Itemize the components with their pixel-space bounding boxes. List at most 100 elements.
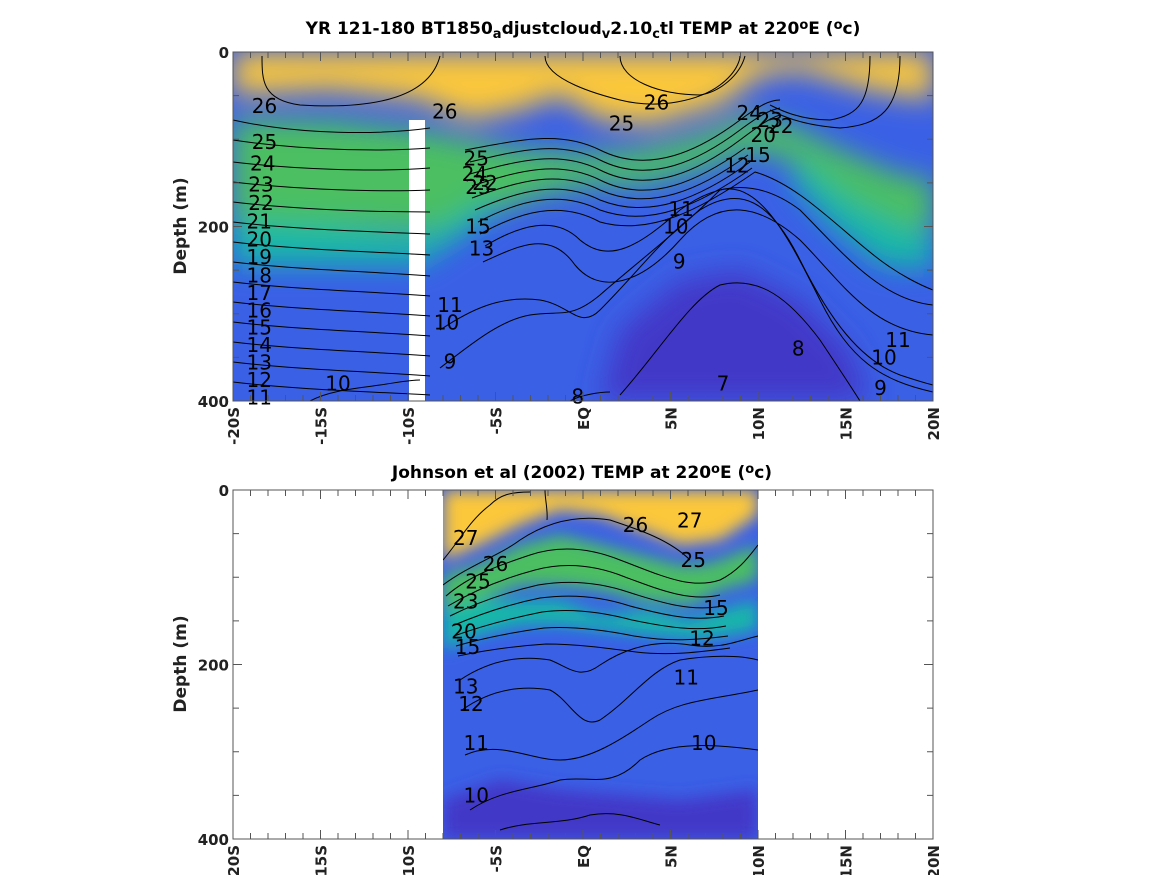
contour-label: 25 xyxy=(465,570,490,594)
x-tick-label: EQ xyxy=(575,845,593,868)
temperature-field xyxy=(233,52,933,401)
contour-label: 15 xyxy=(703,596,728,620)
contour-label: 11 xyxy=(885,328,910,352)
contour-label: 19 xyxy=(247,245,272,269)
x-tick-label: 10N xyxy=(750,407,768,440)
y-tick-labels: 0 200 400 xyxy=(198,44,229,411)
x-tick-label: -10S xyxy=(400,845,418,875)
contour-label: 26 xyxy=(644,91,669,115)
contour-label: 15 xyxy=(455,635,480,659)
y-tick-label: 200 xyxy=(198,657,229,675)
y-axis-label: Depth (m) xyxy=(171,177,191,274)
contour-label: 13 xyxy=(247,351,272,375)
chart-title: YR 121-180 BT1850adjustcloudv2.10ctl TEM… xyxy=(305,18,861,41)
contour-label: 15 xyxy=(465,215,490,239)
contour-label: 23 xyxy=(453,590,478,614)
y-tick-labels: 0 200 400 xyxy=(198,482,229,849)
contour-label: 10 xyxy=(464,783,489,807)
contour-label: 7 xyxy=(717,372,730,396)
contour-label: 21 xyxy=(247,209,272,233)
contour-label: 25 xyxy=(464,146,489,170)
contour-label: 27 xyxy=(677,509,702,533)
contour-label: 25 xyxy=(252,130,277,154)
contour-lines xyxy=(443,490,758,831)
contour-label: 9 xyxy=(673,249,686,273)
x-tick-label: -10S xyxy=(400,407,418,445)
contour-label: 26 xyxy=(432,99,457,123)
contour-label: 12 xyxy=(458,692,483,716)
x-tick-label: 15N xyxy=(838,845,856,875)
contour-label: 12 xyxy=(247,368,272,392)
contour-labels: 2625242322212019181716151413121110262524… xyxy=(247,91,911,410)
contour-label: 16 xyxy=(247,298,272,322)
x-tick-label: 5N xyxy=(663,407,681,430)
contour-label: 23 xyxy=(758,108,783,132)
contour-label: 10 xyxy=(691,731,716,755)
x-tick-label: 10N xyxy=(750,845,768,875)
x-tick-label: -15S xyxy=(313,845,331,875)
x-tick-label: -20S xyxy=(225,845,243,875)
axis-ticks xyxy=(232,51,934,402)
y-tick-label: 200 xyxy=(198,219,229,237)
contour-label: 20 xyxy=(751,123,776,147)
contour-label: 8 xyxy=(571,385,584,409)
contour-label: 10 xyxy=(434,310,459,334)
contour-label: 9 xyxy=(444,350,457,374)
contour-label: 18 xyxy=(247,263,272,287)
contour-label: 26 xyxy=(252,94,277,118)
contour-label: 24 xyxy=(737,101,762,125)
contour-label: 11 xyxy=(668,197,693,221)
contour-label: 22 xyxy=(768,114,793,138)
contour-label: 20 xyxy=(247,228,272,252)
y-axis-label: Depth (m) xyxy=(171,615,191,712)
y-tick-label: 400 xyxy=(198,831,229,849)
contour-label: 24 xyxy=(462,162,487,186)
x-tick-label: 20N xyxy=(925,407,943,440)
observed-temperature-panel: Johnson et al (2002) TEMP at 220oE (oc) xyxy=(171,462,943,875)
contour-label: 24 xyxy=(250,152,275,176)
contour-label: 11 xyxy=(464,731,489,755)
x-tick-label: 15N xyxy=(838,407,856,440)
contour-label: 13 xyxy=(469,236,494,260)
contour-lines xyxy=(233,55,933,401)
x-tick-labels: -20S -15S -10S -5S EQ 5N 10N 15N 20N xyxy=(225,407,943,445)
y-tick-label: 0 xyxy=(219,44,229,62)
x-tick-label: -20S xyxy=(225,407,243,445)
contour-label: 15 xyxy=(247,316,272,340)
contour-label: 23 xyxy=(248,173,273,197)
x-tick-label: EQ xyxy=(575,407,593,430)
contour-label: 23 xyxy=(465,175,490,199)
contour-label: 10 xyxy=(871,345,896,369)
contour-label: 10 xyxy=(663,215,688,239)
temperature-field xyxy=(443,490,758,839)
x-tick-labels: -20S -15S -10S -5S EQ 5N 10N 15N 20N xyxy=(225,845,943,875)
axis-ticks xyxy=(232,489,934,840)
x-tick-label: 5N xyxy=(663,845,681,868)
model-temperature-panel: YR 121-180 BT1850adjustcloudv2.10ctl TEM… xyxy=(171,18,943,444)
contour-label: 11 xyxy=(674,666,699,690)
x-tick-label: -5S xyxy=(488,407,506,434)
contour-label: 26 xyxy=(623,513,648,537)
contour-label: 25 xyxy=(609,112,634,136)
contour-label: 26 xyxy=(483,552,508,576)
contour-label: 10 xyxy=(325,372,350,396)
contour-label: 13 xyxy=(453,674,478,698)
contour-label: 9 xyxy=(874,376,887,400)
missing-data-column xyxy=(409,120,425,401)
contour-label: 22 xyxy=(472,171,497,195)
contour-label: 15 xyxy=(745,143,770,167)
x-tick-label: -15S xyxy=(313,407,331,445)
chart-title: Johnson et al (2002) TEMP at 220oE (oc) xyxy=(391,462,772,483)
contour-label: 25 xyxy=(681,548,706,572)
contour-label: 17 xyxy=(247,281,272,305)
x-tick-label: -5S xyxy=(488,845,506,872)
y-tick-label: 0 xyxy=(219,482,229,500)
contour-label: 22 xyxy=(248,191,273,215)
contour-label: 8 xyxy=(792,337,805,361)
contour-label: 14 xyxy=(247,333,272,357)
contour-label: 11 xyxy=(437,293,462,317)
contour-label: 20 xyxy=(451,619,476,643)
contour-label: 27 xyxy=(453,526,478,550)
